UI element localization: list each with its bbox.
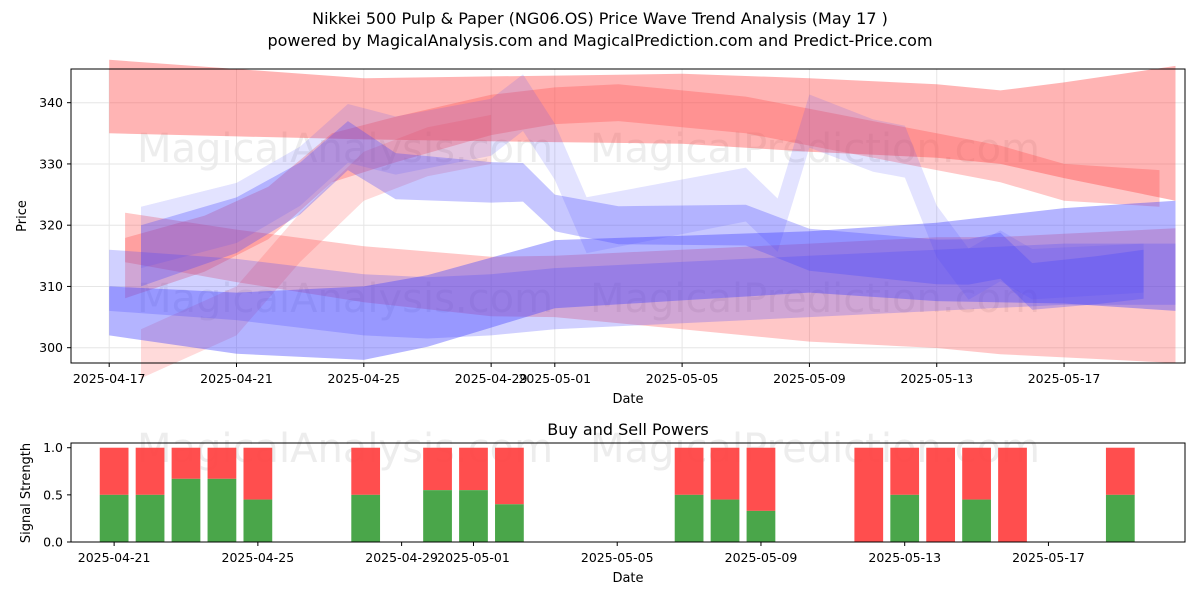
sell-bar	[998, 447, 1027, 542]
band-red-wave-mid	[125, 84, 1160, 299]
bottom-x-tick-label: 2025-04-25	[222, 550, 295, 565]
band-red-wave-lower	[125, 212, 1176, 363]
top-y-tick-label: 320	[39, 218, 63, 233]
bottom-x-tick-label: 2025-05-17	[1012, 550, 1085, 565]
watermark-prediction-mid: MagicalPrediction.com	[590, 276, 1040, 322]
band-blue-wave-main	[141, 121, 1144, 310]
top-x-tick-label: 2025-04-17	[73, 371, 146, 386]
top-x-tick-label: 2025-05-01	[518, 371, 591, 386]
top-y-tick-label: 300	[39, 340, 63, 355]
bottom-x-tick-label: 2025-05-01	[437, 550, 510, 565]
top-x-ticks: 2025-04-17 2025-04-21 2025-04-25 2025-04-29…	[73, 363, 1101, 386]
band-red-wave-upper	[109, 59, 1176, 201]
top-y-tick-label: 330	[39, 156, 63, 171]
buy-bar	[207, 478, 237, 542]
top-x-tick-label: 2025-05-13	[900, 371, 973, 386]
top-x-axis-label: Date	[612, 392, 643, 407]
buy-bar	[171, 478, 201, 542]
top-x-tick-label: 2025-05-05	[646, 371, 719, 386]
sell-bar	[854, 447, 884, 542]
chart-title-line2: powered by MagicalAnalysis.com and Magic…	[267, 31, 933, 50]
sell-bar	[890, 447, 920, 495]
top-x-tick-label: 2025-05-17	[1028, 371, 1101, 386]
buy-bar	[495, 504, 524, 542]
sell-bar	[746, 447, 776, 511]
top-y-tick-label: 340	[39, 95, 63, 110]
sell-bar	[674, 447, 704, 495]
bottom-y-tick-label: 0.5	[43, 487, 63, 502]
sell-bar	[243, 447, 273, 500]
buy-bar	[243, 499, 273, 542]
bottom-y-axis-label: Signal Strength	[19, 443, 34, 543]
bottom-y-ticks: 0.0 0.5 1.0	[43, 440, 71, 550]
sell-bar	[135, 447, 165, 495]
top-bands	[109, 59, 1176, 379]
band-blue-wave-flat	[109, 200, 1176, 360]
sell-bar	[926, 447, 956, 542]
sell-bar	[207, 447, 237, 479]
sell-bar	[962, 447, 991, 500]
bottom-x-tick-label: 2025-05-13	[868, 550, 941, 565]
band-blue-wave-alt	[141, 74, 1144, 300]
sell-bar	[99, 447, 129, 495]
bottom-bars	[99, 447, 1135, 542]
top-y-axis-label: Price	[15, 200, 30, 232]
top-axes-frame	[70, 68, 1186, 364]
band-purple-band	[109, 243, 1176, 339]
top-x-tick-label: 2025-05-09	[773, 371, 846, 386]
buy-bar	[459, 490, 488, 542]
buy-bar	[710, 499, 740, 542]
top-y-ticks: 300 310 320 330 340	[39, 95, 71, 355]
top-x-tick-label: 2025-04-21	[200, 371, 273, 386]
buy-bar	[962, 499, 991, 542]
bottom-x-tick-label: 2025-05-05	[581, 550, 654, 565]
top-y-tick-label: 310	[39, 279, 63, 294]
buy-bar	[890, 494, 920, 542]
band-red-rise	[141, 114, 492, 379]
sell-bar	[171, 447, 201, 479]
sell-bar	[710, 447, 740, 500]
bottom-x-tick-label: 2025-04-21	[78, 550, 151, 565]
bottom-y-tick-label: 0.0	[43, 535, 63, 550]
buy-bar	[423, 490, 452, 542]
sell-bar	[351, 447, 381, 495]
sell-bar	[1105, 447, 1135, 495]
chart-title-line1: Nikkei 500 Pulp & Paper (NG06.OS) Price …	[312, 9, 888, 28]
sell-bar	[495, 447, 524, 505]
buy-bar	[1105, 494, 1135, 542]
top-x-tick-label: 2025-04-25	[327, 371, 400, 386]
buy-bar	[746, 510, 776, 542]
buy-bar	[135, 494, 165, 542]
top-x-tick-label: 2025-04-29	[455, 371, 528, 386]
sell-bar	[423, 447, 452, 491]
bottom-y-tick-label: 1.0	[43, 440, 63, 455]
buy-bar	[351, 494, 381, 542]
buy-bar	[674, 494, 704, 542]
bottom-x-tick-label: 2025-04-29	[365, 550, 438, 565]
bottom-x-axis-label: Date	[612, 571, 643, 586]
bottom-x-tick-label: 2025-05-09	[725, 550, 798, 565]
bottom-x-ticks: 2025-04-21 2025-04-25 2025-04-29 2025-05-01…	[78, 542, 1085, 565]
bottom-chart-title: Buy and Sell Powers	[547, 420, 709, 439]
sell-bar	[459, 447, 488, 491]
watermark-analysis-mid: MagicalAnalysis.com	[137, 276, 553, 322]
top-grid	[71, 69, 1185, 363]
bottom-axes-frame	[70, 442, 1186, 543]
buy-bar	[99, 494, 129, 542]
